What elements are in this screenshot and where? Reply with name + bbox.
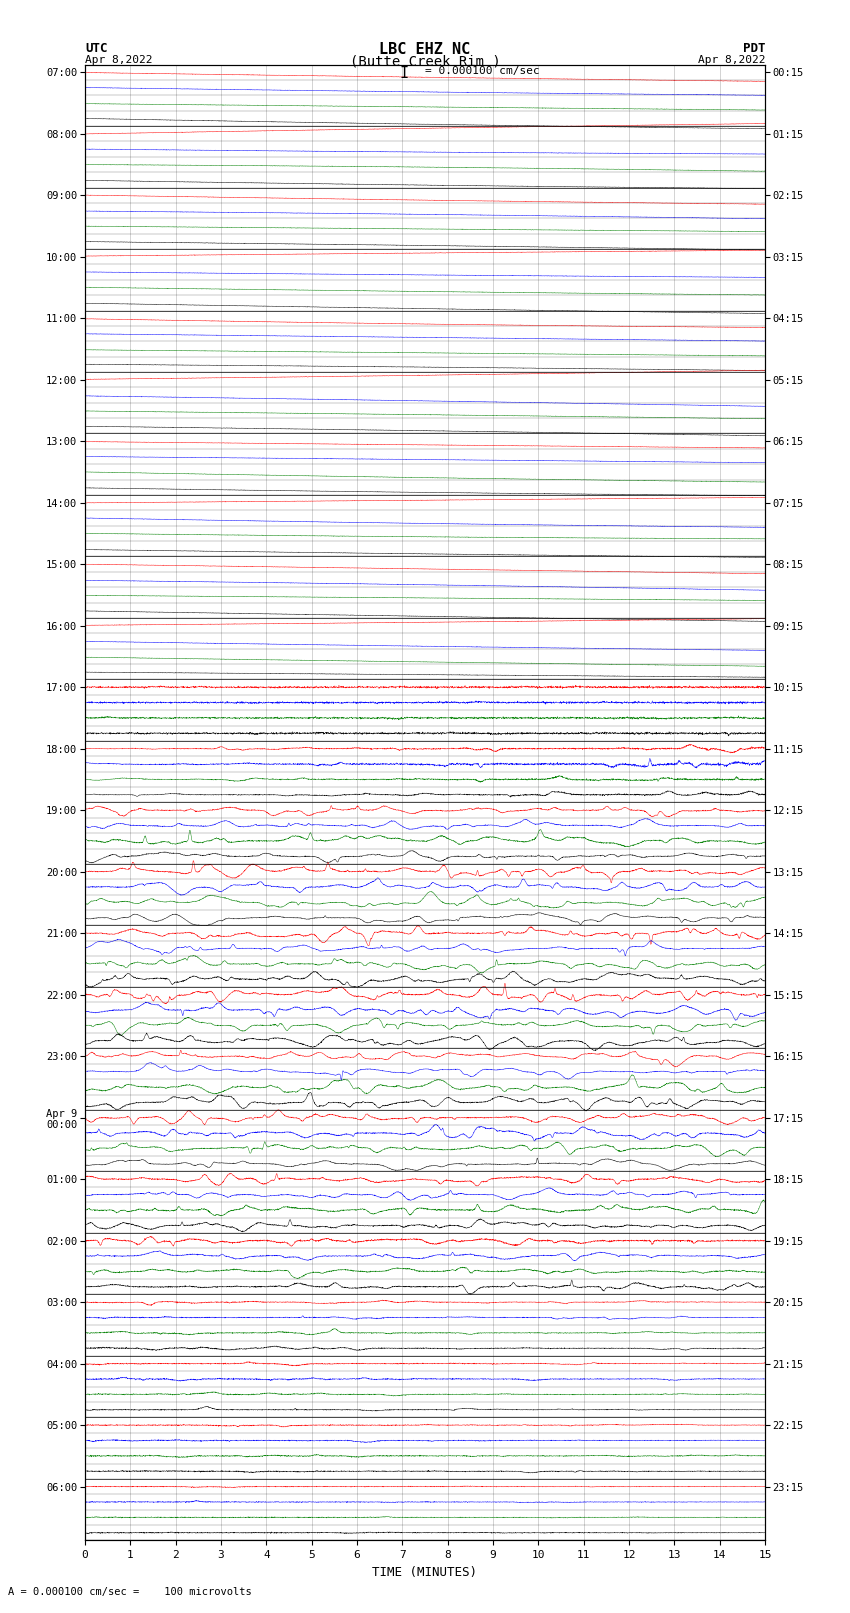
Text: = 0.000100 cm/sec: = 0.000100 cm/sec	[425, 66, 540, 76]
Text: A = 0.000100 cm/sec =    100 microvolts: A = 0.000100 cm/sec = 100 microvolts	[8, 1587, 252, 1597]
Text: (Butte Creek Rim ): (Butte Creek Rim )	[349, 55, 501, 69]
Text: Apr 8,2022: Apr 8,2022	[698, 55, 765, 65]
Text: UTC: UTC	[85, 42, 107, 55]
X-axis label: TIME (MINUTES): TIME (MINUTES)	[372, 1566, 478, 1579]
Text: PDT: PDT	[743, 42, 765, 55]
Text: LBC EHZ NC: LBC EHZ NC	[379, 42, 471, 56]
Text: Apr 8,2022: Apr 8,2022	[85, 55, 152, 65]
Text: I: I	[400, 66, 408, 81]
